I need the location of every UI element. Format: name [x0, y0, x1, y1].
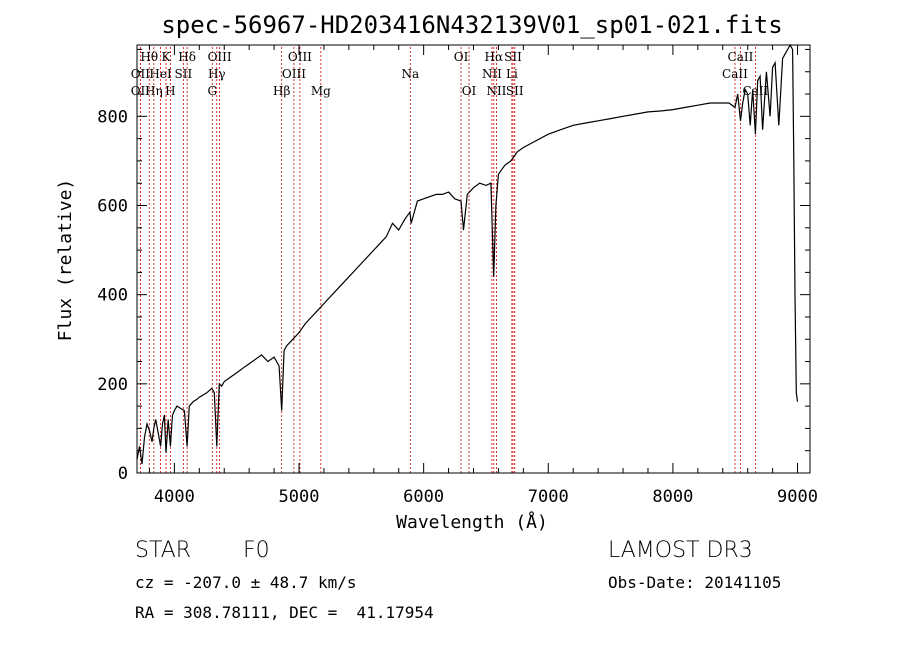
plot-frame	[136, 44, 811, 474]
spectral-line-label: Hθ	[140, 50, 158, 64]
survey-name: LAMOST DR3	[608, 538, 753, 563]
spectral-line-label: Hβ	[273, 84, 290, 98]
spectral-line-label: Mg	[311, 84, 331, 98]
spectrum-series-line	[136, 43, 799, 465]
spectral-line-label: SII	[175, 67, 193, 81]
spectral-line-label: SII	[504, 50, 522, 64]
y-axis-label: Flux (relative)	[55, 179, 76, 342]
coordinates: RA = 308.78111, DEC = 41.17954	[135, 603, 434, 622]
spectral-line-label: OIII	[208, 50, 232, 64]
spectral-line-label: CaII	[722, 67, 748, 81]
spectral-line-label: NII	[486, 84, 506, 98]
y-tick-label: 0	[118, 464, 128, 484]
spectral-line-label: OII	[131, 84, 151, 98]
object-subclass: F0	[243, 538, 270, 563]
spectral-line-label: CaII	[728, 50, 754, 64]
spectral-line-label: HeI	[149, 67, 172, 81]
spectral-line-label: SII	[506, 84, 524, 98]
spectral-line-label: Hη	[145, 84, 163, 98]
spectral-line-label: OI	[462, 84, 477, 98]
spectral-line-label: OIII	[288, 50, 312, 64]
y-tick-label: 200	[97, 375, 128, 395]
spectral-line-label: Li	[506, 67, 518, 81]
spectral-line-label: G	[207, 84, 217, 98]
spectral-line-label: CaII	[742, 84, 768, 98]
spectral-line-label: OI	[454, 50, 469, 64]
y-tick-label: 600	[97, 197, 128, 217]
observation-date: Obs-Date: 20141105	[608, 573, 782, 592]
x-tick-label: 7000	[528, 487, 569, 507]
redshift-info: cz = -207.0 ± 48.7 km/s	[135, 573, 357, 592]
x-tick-label: 8000	[652, 487, 693, 507]
spectral-line-label: Hγ	[208, 67, 226, 81]
spectral-line-label: Hδ	[178, 50, 196, 64]
spectral-line-label: Na	[401, 67, 419, 81]
x-tick-label: 9000	[777, 487, 818, 507]
chart-title: spec-56967-HD203416N432139V01_sp01-021.f…	[161, 11, 782, 39]
spectral-line-label: OII	[131, 67, 151, 81]
object-type: STAR	[135, 538, 192, 563]
spectral-line-markers	[139, 47, 756, 473]
x-tick-label: 6000	[403, 487, 444, 507]
y-tick-label: 800	[97, 107, 128, 127]
x-tick-label: 4000	[154, 487, 195, 507]
y-axis-ticks: 0 200 400 600 800	[97, 48, 810, 484]
spectral-line-label: H	[165, 84, 175, 98]
spectral-line-label: K	[162, 50, 172, 64]
spectral-line-label: NII	[482, 67, 502, 81]
x-axis-label: Wavelength (Å)	[396, 511, 548, 533]
x-tick-label: 5000	[279, 487, 320, 507]
spectral-line-label: Hα	[485, 50, 504, 64]
y-tick-label: 400	[97, 286, 128, 306]
spectral-line-label: OIII	[282, 67, 306, 81]
x-axis-ticks: 4000 5000 6000 7000 8000 9000	[148, 45, 818, 507]
